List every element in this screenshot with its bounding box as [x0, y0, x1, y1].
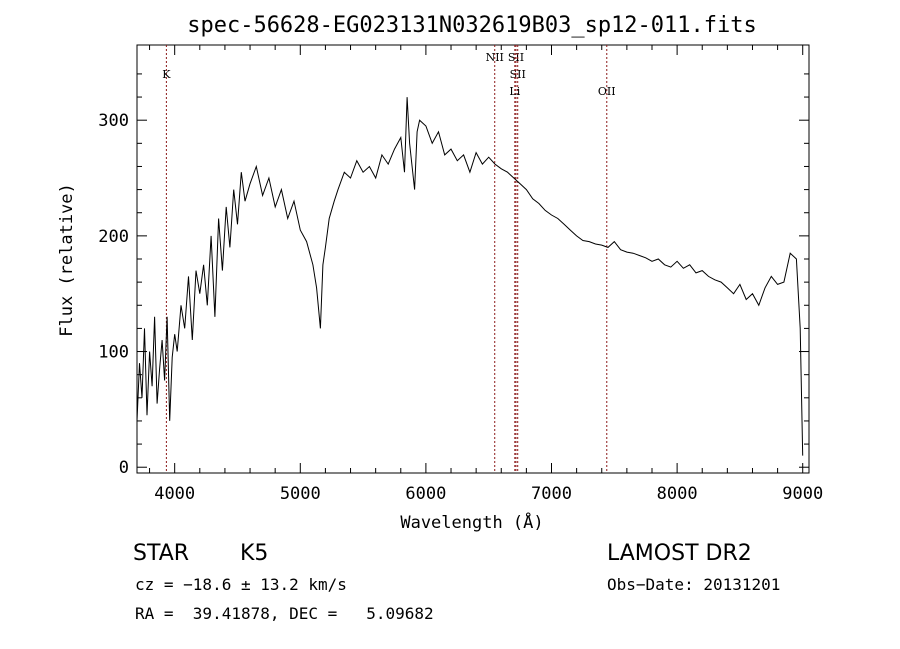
- x-tick-label: 6000: [405, 484, 446, 504]
- line-markers: K NII SII SII Li OII: [162, 45, 616, 473]
- line-marker-label: SII: [510, 68, 526, 81]
- y-tick-label: 300: [98, 111, 129, 131]
- line-marker-label: Li: [509, 85, 520, 98]
- line-marker-label: NII: [486, 51, 504, 64]
- chart-title: spec-56628-EG023131N032619B03_sp12-011.f…: [187, 13, 757, 38]
- y-axis-label: Flux (relative): [57, 183, 77, 337]
- y-tick-label: 0: [119, 458, 129, 478]
- line-marker-label: SII: [508, 51, 524, 64]
- survey-name: LAMOST DR2: [607, 541, 752, 566]
- y-axis-ticks: 0 100 200 300: [98, 73, 809, 478]
- x-tick-label: 9000: [782, 484, 823, 504]
- x-axis-label: Wavelength (Å): [400, 511, 543, 533]
- plot-frame: [136, 44, 810, 474]
- x-tick-label: 7000: [531, 484, 572, 504]
- x-axis-ticks: 4000 5000 6000 7000 8000 9000: [149, 45, 823, 504]
- line-marker-label: K: [162, 68, 171, 81]
- x-tick-label: 4000: [154, 484, 195, 504]
- y-tick-label: 200: [98, 227, 129, 247]
- line-marker-label: OII: [598, 85, 616, 98]
- object-subclass: K5: [240, 541, 268, 566]
- x-tick-label: 5000: [280, 484, 321, 504]
- spectrum-line: [136, 97, 804, 456]
- obs-date-line: Obs−Date: 20131201: [607, 575, 780, 594]
- redshift-line: cz = −18.6 ± 13.2 km/s: [135, 575, 347, 594]
- y-tick-label: 100: [98, 343, 129, 363]
- radec-line: RA = 39.41878, DEC = 5.09682: [135, 604, 434, 623]
- x-tick-label: 8000: [657, 484, 698, 504]
- object-class: STAR: [133, 541, 189, 566]
